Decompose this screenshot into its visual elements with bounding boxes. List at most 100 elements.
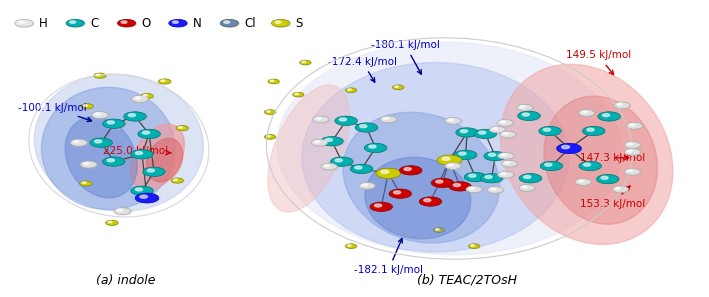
Circle shape <box>579 180 584 182</box>
Circle shape <box>114 208 130 215</box>
Circle shape <box>380 116 396 123</box>
Circle shape <box>459 152 466 155</box>
Circle shape <box>404 168 411 170</box>
Circle shape <box>520 185 536 192</box>
Circle shape <box>582 126 605 136</box>
Circle shape <box>140 195 147 198</box>
Circle shape <box>401 166 423 176</box>
Circle shape <box>316 117 321 119</box>
Circle shape <box>439 156 463 166</box>
Circle shape <box>627 123 644 129</box>
Circle shape <box>106 220 118 225</box>
Circle shape <box>562 146 569 149</box>
Text: H: H <box>39 17 48 30</box>
Circle shape <box>580 162 603 171</box>
Circle shape <box>489 126 506 133</box>
Circle shape <box>121 21 127 23</box>
Circle shape <box>501 173 506 175</box>
Circle shape <box>381 116 397 123</box>
Circle shape <box>489 153 496 156</box>
Circle shape <box>267 135 270 137</box>
Circle shape <box>615 102 631 109</box>
Circle shape <box>135 151 143 154</box>
Circle shape <box>295 93 298 95</box>
Circle shape <box>446 118 462 124</box>
Circle shape <box>456 128 479 137</box>
Ellipse shape <box>34 74 203 211</box>
Circle shape <box>354 166 362 169</box>
Text: -100.1 kJ/mol: -100.1 kJ/mol <box>18 103 91 121</box>
Circle shape <box>135 188 143 191</box>
Circle shape <box>596 174 619 184</box>
Circle shape <box>131 95 148 102</box>
Circle shape <box>540 127 563 136</box>
Circle shape <box>138 129 160 139</box>
Circle shape <box>179 127 182 128</box>
Circle shape <box>335 159 342 162</box>
Circle shape <box>370 202 393 211</box>
Circle shape <box>601 176 608 179</box>
Circle shape <box>330 157 353 166</box>
Circle shape <box>357 124 379 133</box>
Circle shape <box>522 186 527 188</box>
Ellipse shape <box>65 117 138 198</box>
Circle shape <box>272 19 290 27</box>
Circle shape <box>169 19 187 27</box>
Circle shape <box>466 173 488 182</box>
Circle shape <box>161 80 164 82</box>
Circle shape <box>456 151 479 160</box>
Ellipse shape <box>268 85 350 212</box>
Circle shape <box>81 162 98 168</box>
Circle shape <box>469 244 480 249</box>
Circle shape <box>332 157 354 167</box>
Circle shape <box>381 170 389 173</box>
Text: (b) TEAC/2TOsH: (b) TEAC/2TOsH <box>417 274 517 287</box>
Circle shape <box>221 20 240 27</box>
Circle shape <box>90 138 113 147</box>
Circle shape <box>450 182 473 192</box>
Circle shape <box>158 79 171 84</box>
Circle shape <box>135 193 159 203</box>
Circle shape <box>598 175 620 184</box>
Circle shape <box>359 125 367 128</box>
Circle shape <box>171 178 184 183</box>
Circle shape <box>115 208 132 215</box>
Circle shape <box>419 197 442 206</box>
Circle shape <box>82 182 86 184</box>
Circle shape <box>434 228 445 233</box>
Ellipse shape <box>277 42 622 255</box>
Circle shape <box>144 168 167 177</box>
Circle shape <box>520 174 543 184</box>
Circle shape <box>321 163 337 170</box>
Circle shape <box>139 130 162 139</box>
Circle shape <box>501 132 517 138</box>
Circle shape <box>457 128 480 138</box>
Circle shape <box>177 126 189 131</box>
Ellipse shape <box>544 96 657 224</box>
Circle shape <box>448 119 453 121</box>
Circle shape <box>176 126 189 131</box>
Text: (a) indole: (a) indole <box>96 274 156 287</box>
Circle shape <box>74 140 79 143</box>
Ellipse shape <box>501 64 673 244</box>
Circle shape <box>454 150 477 159</box>
Circle shape <box>128 114 135 117</box>
Circle shape <box>539 126 562 136</box>
Circle shape <box>448 164 453 166</box>
Ellipse shape <box>130 124 184 190</box>
Circle shape <box>66 19 84 27</box>
Circle shape <box>523 113 530 116</box>
Ellipse shape <box>41 87 175 210</box>
Circle shape <box>519 184 535 191</box>
Circle shape <box>469 187 474 189</box>
Circle shape <box>627 143 632 145</box>
Circle shape <box>267 111 270 112</box>
Circle shape <box>501 160 518 167</box>
Circle shape <box>141 94 153 99</box>
Text: N: N <box>193 17 201 30</box>
Circle shape <box>325 138 333 141</box>
Circle shape <box>269 79 280 84</box>
Circle shape <box>384 117 389 119</box>
Circle shape <box>467 186 483 193</box>
Circle shape <box>265 110 277 115</box>
